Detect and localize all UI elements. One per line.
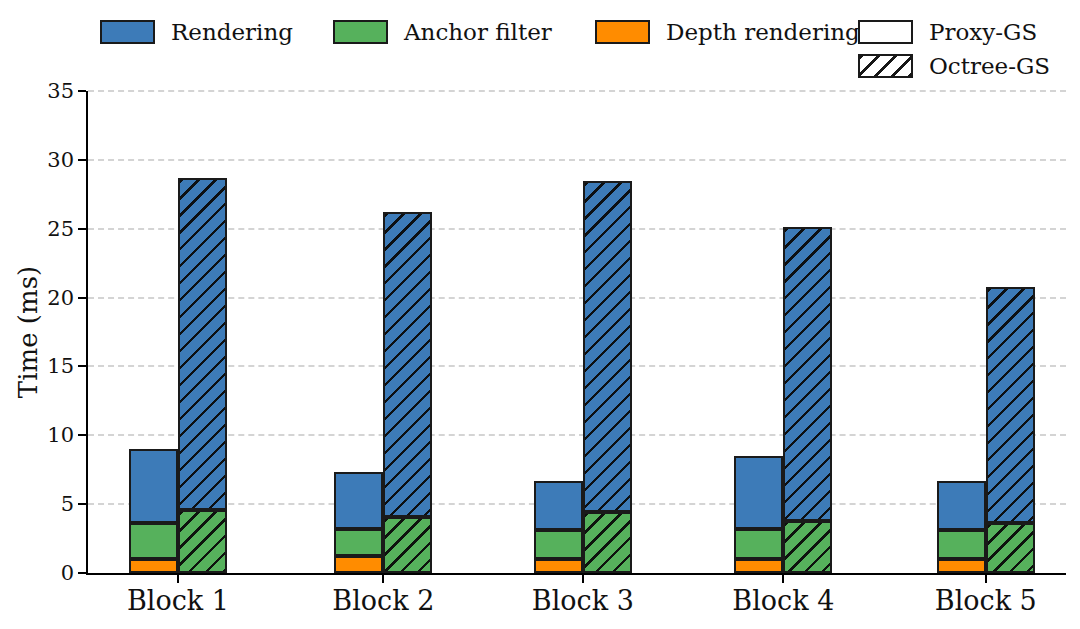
segment-depth-rendering — [334, 556, 383, 573]
x-tick-mark-3 — [582, 575, 584, 583]
segment-rendering — [937, 481, 986, 531]
octree-gs-hatched-swatch-icon — [858, 54, 913, 78]
bar-octree-gs-block-2 — [383, 212, 432, 573]
x-axis-spine — [86, 573, 1066, 575]
segment-rendering — [534, 481, 583, 531]
bar-octree-gs-block-5 — [986, 287, 1035, 573]
legend-item-depth-rendering: Depth rendering — [595, 18, 860, 46]
y-axis-spine — [86, 91, 88, 573]
bar-proxy-gs-block-4 — [734, 456, 783, 573]
depth-rendering-swatch-icon — [595, 20, 650, 44]
segment-depth-rendering — [937, 559, 986, 573]
y-tick-mark-5 — [78, 503, 86, 505]
x-tick-label-block-3: Block 3 — [532, 585, 634, 616]
plot-area: 05101520253035Block 1Block 2Block 3Block… — [88, 91, 1066, 573]
y-tick-label-0: 0 — [61, 561, 74, 585]
bar-octree-gs-block-1 — [178, 178, 227, 573]
y-tick-mark-0 — [78, 572, 86, 574]
y-tick-mark-20 — [78, 297, 86, 299]
segment-rendering — [334, 472, 383, 528]
proxy-gs-swatch-icon — [858, 20, 913, 44]
bar-proxy-gs-block-1 — [129, 449, 178, 573]
y-tick-label-25: 25 — [47, 217, 74, 241]
segment-rendering — [734, 456, 783, 529]
y-tick-mark-10 — [78, 434, 86, 436]
legend-item-octree-gs: Octree-GS — [858, 52, 1050, 80]
gridline-30 — [88, 159, 1066, 161]
legend-label-rendering: Rendering — [171, 18, 293, 46]
y-tick-mark-15 — [78, 365, 86, 367]
legend-item-anchor-filter: Anchor filter — [333, 18, 552, 46]
y-tick-mark-35 — [78, 90, 86, 92]
segment-rendering — [783, 227, 832, 520]
y-tick-mark-25 — [78, 228, 86, 230]
x-tick-mark-1 — [177, 575, 179, 583]
bar-proxy-gs-block-5 — [937, 481, 986, 573]
y-tick-label-30: 30 — [47, 148, 74, 172]
legend-item-rendering: Rendering — [100, 18, 293, 46]
segment-depth-rendering — [534, 559, 583, 573]
segment-depth-rendering — [129, 559, 178, 573]
legend-label-proxy-gs: Proxy-GS — [929, 18, 1037, 46]
y-tick-label-35: 35 — [47, 79, 74, 103]
legend-label-octree-gs: Octree-GS — [929, 52, 1050, 80]
gridline-10 — [88, 434, 1066, 436]
bar-proxy-gs-block-2 — [334, 472, 383, 573]
segment-rendering — [383, 212, 432, 516]
y-tick-mark-30 — [78, 159, 86, 161]
segment-anchor-filter — [583, 512, 632, 573]
segment-anchor-filter — [937, 530, 986, 559]
y-tick-label-5: 5 — [61, 492, 74, 516]
gridline-25 — [88, 228, 1066, 230]
segment-rendering — [129, 449, 178, 523]
x-tick-mark-4 — [782, 575, 784, 583]
segment-anchor-filter — [178, 510, 227, 573]
rendering-swatch-icon — [100, 20, 155, 44]
segment-anchor-filter — [986, 523, 1035, 573]
y-tick-label-15: 15 — [47, 354, 74, 378]
segment-anchor-filter — [383, 517, 432, 573]
x-tick-label-block-5: Block 5 — [935, 585, 1037, 616]
segment-anchor-filter — [734, 529, 783, 559]
gridline-20 — [88, 297, 1066, 299]
y-tick-label-10: 10 — [47, 423, 74, 447]
y-axis-label: Time (ms) — [13, 266, 43, 398]
segment-anchor-filter — [334, 529, 383, 557]
segment-rendering — [583, 181, 632, 513]
segment-rendering — [986, 287, 1035, 524]
segment-depth-rendering — [734, 559, 783, 573]
x-tick-label-block-1: Block 1 — [127, 585, 229, 616]
segment-anchor-filter — [534, 530, 583, 559]
legend-item-proxy-gs: Proxy-GS — [858, 18, 1037, 46]
x-tick-mark-5 — [985, 575, 987, 583]
segment-anchor-filter — [783, 521, 832, 573]
segment-anchor-filter — [129, 523, 178, 559]
legend-label-anchor-filter: Anchor filter — [404, 18, 552, 46]
x-tick-label-block-4: Block 4 — [732, 585, 834, 616]
bar-octree-gs-block-3 — [583, 181, 632, 573]
gridline-35 — [88, 90, 1066, 92]
legend-label-depth-rendering: Depth rendering — [666, 18, 860, 46]
x-tick-label-block-2: Block 2 — [332, 585, 434, 616]
anchor-filter-swatch-icon — [333, 20, 388, 44]
stacked-bar-chart-figure: Rendering Anchor filter Depth rendering … — [0, 0, 1080, 629]
gridline-15 — [88, 365, 1066, 367]
bar-proxy-gs-block-3 — [534, 481, 583, 573]
y-tick-label-20: 20 — [47, 286, 74, 310]
segment-rendering — [178, 178, 227, 510]
bar-octree-gs-block-4 — [783, 227, 832, 573]
x-tick-mark-2 — [382, 575, 384, 583]
